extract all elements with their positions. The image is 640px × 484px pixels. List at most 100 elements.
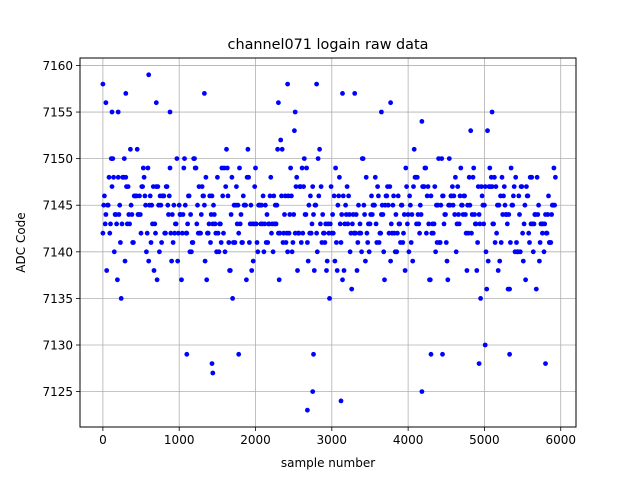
data-point	[182, 156, 187, 162]
data-point	[387, 184, 393, 190]
data-point	[380, 212, 386, 217]
data-point	[327, 296, 332, 301]
y-tick-label: 7135	[42, 292, 73, 306]
data-point	[262, 221, 268, 227]
data-point	[334, 268, 340, 273]
x-tick-label: 1000	[164, 433, 195, 447]
data-point	[105, 202, 111, 208]
data-point	[211, 202, 216, 208]
data-point	[314, 249, 320, 255]
data-point	[104, 268, 110, 273]
data-point	[311, 268, 317, 273]
data-point	[189, 249, 194, 255]
data-point	[553, 174, 558, 180]
data-point	[535, 212, 541, 217]
outlier-point	[209, 361, 215, 366]
outlier-point	[388, 100, 393, 106]
data-point	[395, 193, 401, 199]
outlier-point	[109, 109, 115, 115]
data-point	[363, 174, 369, 180]
data-point	[481, 221, 487, 227]
data-point	[333, 165, 338, 171]
data-point	[495, 268, 501, 273]
data-point	[514, 240, 519, 245]
data-point	[216, 249, 222, 255]
data-point	[261, 249, 267, 255]
outlier-point	[100, 81, 106, 87]
data-point	[485, 258, 491, 264]
outlier-point	[543, 361, 548, 366]
data-point	[127, 146, 133, 152]
data-point	[140, 165, 146, 171]
data-point	[489, 184, 495, 190]
data-point	[115, 174, 121, 180]
data-points-layer	[100, 72, 558, 413]
data-point	[372, 202, 377, 208]
data-point	[179, 277, 184, 283]
data-point	[471, 165, 477, 171]
data-point	[193, 165, 199, 171]
data-point	[388, 221, 394, 227]
data-point	[152, 221, 158, 227]
data-point	[125, 184, 131, 190]
data-point	[203, 174, 209, 180]
data-point	[376, 240, 382, 245]
data-point	[479, 184, 484, 190]
data-point	[273, 221, 279, 227]
data-point	[134, 146, 140, 152]
data-point	[475, 240, 480, 245]
data-point	[338, 240, 344, 245]
data-point	[317, 146, 322, 152]
data-point	[523, 277, 528, 283]
data-point	[501, 193, 506, 199]
data-point	[516, 193, 522, 199]
data-point	[508, 240, 513, 245]
data-point	[218, 221, 223, 227]
data-point	[243, 202, 249, 208]
data-point	[166, 193, 172, 199]
data-point	[519, 184, 525, 190]
data-point	[102, 193, 107, 199]
data-point	[400, 240, 406, 245]
data-point	[406, 249, 412, 255]
data-point	[240, 240, 245, 245]
data-point	[423, 165, 429, 171]
data-point	[181, 165, 187, 171]
data-point	[131, 240, 136, 245]
data-point	[274, 202, 280, 208]
data-point	[268, 174, 274, 180]
data-point	[170, 240, 176, 245]
data-point	[175, 258, 181, 264]
data-point	[408, 202, 413, 208]
data-point	[482, 184, 488, 190]
data-point	[432, 184, 438, 190]
data-point	[450, 184, 455, 190]
data-point	[492, 240, 498, 245]
data-point	[330, 212, 335, 217]
data-point	[388, 258, 393, 264]
data-point	[287, 212, 293, 217]
data-point	[369, 193, 374, 199]
data-point	[176, 230, 181, 236]
data-point	[426, 221, 432, 227]
data-point	[349, 286, 355, 292]
data-point	[517, 249, 523, 255]
data-point	[141, 174, 147, 180]
data-point	[215, 174, 220, 180]
data-point	[316, 193, 322, 199]
data-point	[474, 268, 480, 273]
data-point	[137, 193, 142, 199]
data-point	[508, 165, 514, 171]
data-point	[354, 268, 360, 273]
data-point	[382, 277, 387, 283]
x-tick-label: 6000	[545, 433, 576, 447]
outlier-point	[153, 100, 159, 106]
data-point	[393, 212, 399, 217]
data-point	[411, 184, 416, 190]
data-point	[417, 202, 423, 208]
data-point	[427, 277, 433, 283]
data-point	[252, 184, 258, 190]
data-point	[521, 221, 527, 227]
data-point	[186, 193, 192, 199]
